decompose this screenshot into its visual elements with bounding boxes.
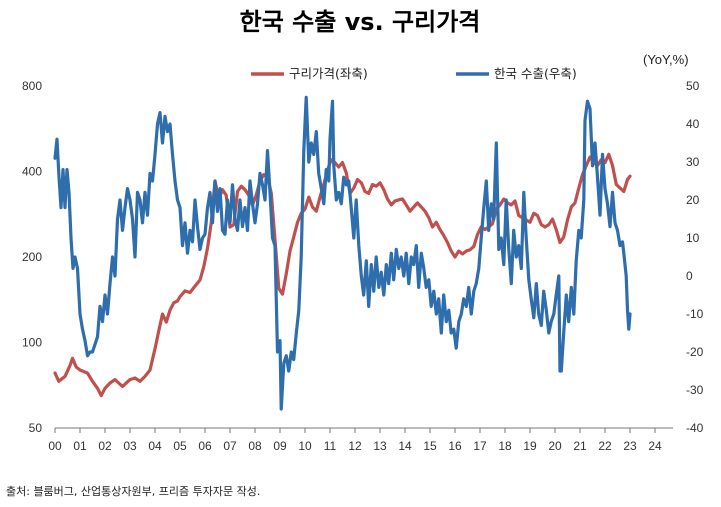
y-left-tick-label: 800 — [22, 79, 42, 93]
x-tick-label: 17 — [473, 439, 487, 453]
x-tick-label: 14 — [398, 439, 412, 453]
y-left-axis: 50 100 200 400 800 — [22, 79, 42, 435]
y-right-tick-label: 30 — [686, 155, 700, 169]
y-right-tick-label: 20 — [686, 193, 700, 207]
x-tick-label: 07 — [223, 439, 237, 453]
x-tick-label: 19 — [523, 439, 537, 453]
y-right-tick-label: 10 — [686, 231, 700, 245]
y-right-tick-label: -10 — [686, 307, 704, 321]
series-line-korea-exports — [53, 95, 632, 411]
y-left-tick-label: 200 — [22, 250, 42, 264]
x-tick-label: 15 — [423, 439, 437, 453]
x-tick-label: 20 — [548, 439, 562, 453]
x-tick-label: 10 — [298, 439, 312, 453]
y-left-tick-label: 100 — [22, 336, 42, 350]
series-line-copper-price — [53, 152, 632, 398]
x-tick-label: 08 — [248, 439, 262, 453]
x-tick-label: 05 — [173, 439, 187, 453]
legend-exports-label: 한국 수출(우축) — [494, 66, 577, 81]
x-tick-label: 13 — [373, 439, 387, 453]
y-right-tick-label: -20 — [686, 345, 704, 359]
y2-unit-label: (YoY,%) — [643, 52, 689, 67]
plot-area — [53, 95, 632, 411]
x-tick-label: 18 — [498, 439, 512, 453]
x-tick-label: 24 — [648, 439, 662, 453]
x-tick-label: 00 — [48, 439, 62, 453]
x-tick-label: 02 — [98, 439, 112, 453]
x-tick-label: 21 — [573, 439, 587, 453]
x-tick-label: 06 — [198, 439, 212, 453]
chart: 한국 수출 vs. 구리가격 구리가격(좌축) 한국 수출(우축) (YoY,%… — [22, 8, 704, 453]
chart-title: 한국 수출 vs. 구리가격 — [240, 8, 481, 36]
x-axis: 00 01 02 03 04 05 06 07 08 09 10 11 12 13 14 15 16 17 18 19… — [48, 427, 673, 453]
source-note: 출처: 블룸버그, 산업통상자원부, 프리즘 투자자문 작성. — [6, 485, 261, 498]
x-tick-label: 12 — [348, 439, 362, 453]
y-right-tick-label: -40 — [686, 421, 704, 435]
legend-copper-label: 구리가격(좌축) — [289, 66, 368, 81]
x-tick-label: 09 — [273, 439, 287, 453]
y-left-tick-label: 400 — [22, 165, 42, 179]
y-right-tick-label: 50 — [686, 79, 700, 93]
y-right-tick-label: 0 — [686, 269, 693, 283]
x-tick-label: 03 — [123, 439, 137, 453]
legend: 구리가격(좌축) 한국 수출(우축) — [251, 66, 577, 81]
x-tick-label: 22 — [598, 439, 612, 453]
y-right-tick-label: -30 — [686, 383, 704, 397]
y-right-tick-label: 40 — [686, 117, 700, 131]
x-tick-label: 23 — [623, 439, 637, 453]
x-tick-label: 11 — [324, 439, 337, 453]
y-left-tick-label: 50 — [29, 421, 43, 435]
x-tick-label: 04 — [148, 439, 162, 453]
x-tick-label: 16 — [448, 439, 462, 453]
x-tick-label: 01 — [73, 439, 87, 453]
y-right-axis: 50 40 30 20 10 0 -10 -20 -30 -40 — [686, 79, 704, 435]
